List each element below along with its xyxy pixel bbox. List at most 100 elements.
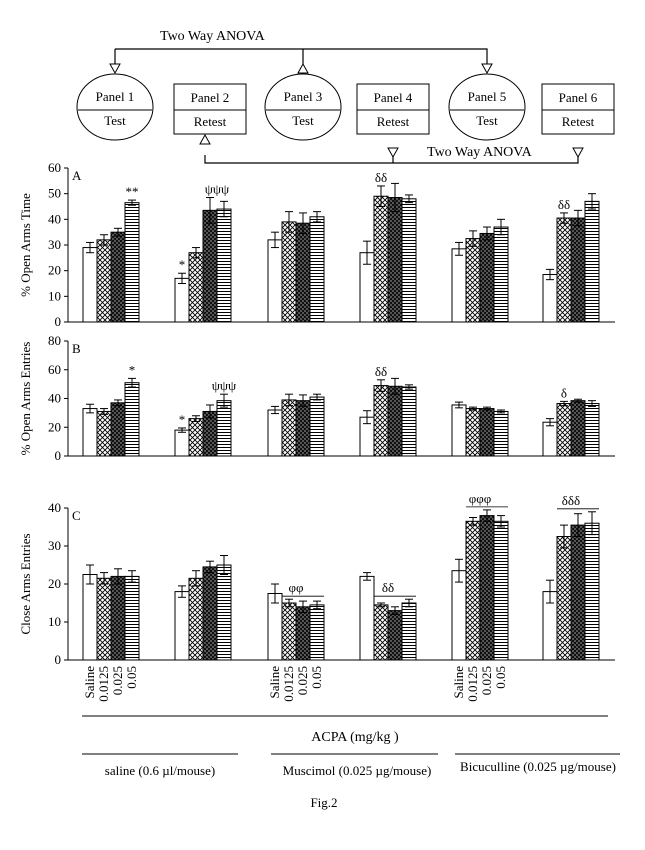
bar-0.05 (401, 198, 417, 323)
dose-tick-label: 0.05 (309, 666, 324, 689)
figure-caption: Fig.2 (310, 795, 337, 810)
connector-arrow (199, 133, 211, 145)
bar-0.0125 (281, 399, 297, 457)
bar-0.05 (493, 520, 509, 661)
chart-panel-C: 0 10 20 30 40 Close Arms Entries Cφφ δδ φφφ δδδ (18, 491, 615, 667)
dose-tick-labels: Saline 0.0125 0.025 0.05 Saline 0.0125 0.025 0.… (82, 666, 508, 702)
panel-phase: Retest (377, 114, 410, 129)
bar-0.0125 (373, 195, 389, 323)
y-tick-label: 10 (48, 614, 61, 629)
panel-phase: Retest (562, 114, 595, 129)
connector-arrow (572, 147, 584, 159)
bar-saline (542, 274, 558, 323)
dose-tick-label: 0.05 (124, 666, 139, 689)
panel-title: Panel 3 (284, 89, 323, 104)
significance-mark: δδ (375, 170, 387, 185)
bar-0.0125 (188, 577, 204, 661)
dose-tick-label: 0.0125 (281, 666, 296, 702)
acpa-label: ACPA (mg/kg ) (311, 730, 399, 745)
y-tick-label: 30 (48, 237, 61, 252)
significance-mark: δδδ (562, 493, 580, 508)
significance-mark: * (129, 362, 136, 377)
bar-saline (542, 421, 558, 457)
bar-saline (359, 575, 375, 661)
bar-0.0125 (96, 577, 112, 661)
y-tick-label: 20 (48, 419, 61, 434)
bar-0.0125 (281, 602, 297, 661)
y-tick-label: 30 (48, 538, 61, 553)
y-tick-label: 0 (55, 314, 62, 329)
y-axis-label: Close Arms Entries (18, 533, 33, 634)
schematic-panel-3: Panel 3 Test (264, 73, 342, 141)
bar-0.0125 (188, 252, 204, 323)
dose-tick-label: 0.025 (479, 666, 494, 695)
panel-title: Panel 4 (374, 90, 413, 105)
schematic-panel-4: Panel 4 Retest (356, 83, 430, 135)
bar-0.025 (295, 222, 311, 323)
treatment-label-saline: saline (0.6 µl/mouse) (105, 763, 215, 778)
bar-0.0125 (373, 385, 389, 457)
anova-label-bottom: Two Way ANOVA (427, 145, 533, 160)
dose-tick-label: Saline (267, 666, 282, 699)
bar-saline (451, 570, 467, 661)
bar-0.025 (295, 400, 311, 457)
panel-box (173, 83, 247, 135)
bar-0.0125 (556, 536, 572, 661)
significance-mark: δδ (558, 197, 570, 212)
significance-mark: ψψψ (212, 378, 236, 393)
panel-phase: Test (292, 113, 314, 128)
panel-title: Panel 5 (468, 89, 507, 104)
bar-0.05 (309, 604, 325, 661)
dose-tick-label: 0.025 (295, 666, 310, 695)
y-tick-label: 20 (48, 576, 61, 591)
treatment-label-muscimol: Muscimol (0.025 µg/mouse) (283, 763, 432, 778)
bar-0.025 (479, 232, 495, 323)
bar-0.025 (387, 610, 403, 661)
bar-0.025 (570, 400, 586, 457)
significance-mark: ** (126, 184, 139, 199)
bar-0.0125 (281, 221, 297, 323)
dose-tick-label: Saline (82, 666, 97, 699)
bar-saline (82, 574, 98, 661)
bar-0.025 (110, 575, 126, 661)
bar-0.0125 (373, 604, 389, 661)
panel-letter: B (72, 341, 81, 356)
y-tick-label: 10 (48, 288, 61, 303)
panel-ellipse (76, 73, 154, 141)
bar-0.05 (401, 602, 417, 661)
panel-ellipse (448, 73, 526, 141)
y-tick-label: 40 (48, 500, 61, 515)
bar-0.025 (202, 209, 218, 323)
bar-saline (82, 247, 98, 323)
bar-0.0125 (556, 217, 572, 323)
bar-0.05 (216, 564, 232, 661)
panel-letter: C (72, 508, 81, 523)
dose-tick-label: 0.0125 (96, 666, 111, 702)
bar-0.05 (493, 226, 509, 323)
y-tick-label: 50 (48, 186, 61, 201)
bar-saline (82, 408, 98, 457)
panel-title: Panel 6 (559, 90, 598, 105)
bar-0.05 (124, 575, 140, 661)
bar-0.025 (479, 515, 495, 661)
significance-mark: φφφ (469, 491, 492, 506)
bar-0.025 (295, 606, 311, 661)
bar-saline (174, 277, 190, 323)
bar-0.0125 (96, 410, 112, 457)
connector-arrow (387, 147, 399, 159)
bar-0.025 (570, 524, 586, 661)
bar-0.0125 (465, 238, 481, 323)
y-tick-label: 40 (48, 391, 61, 406)
bar-0.025 (570, 217, 586, 323)
connector-arrow (297, 62, 309, 74)
bar-0.05 (584, 403, 600, 457)
bar-0.05 (216, 208, 232, 323)
schematic-panel-6: Panel 6 Retest (541, 83, 615, 135)
significance-mark: * (179, 412, 186, 427)
treatment-label-bicuculline: Bicuculline (0.025 µg/mouse) (460, 759, 616, 774)
dose-tick-label: 0.025 (110, 666, 125, 695)
significance-mark: * (179, 257, 186, 272)
dose-tick-label: Saline (451, 666, 466, 699)
